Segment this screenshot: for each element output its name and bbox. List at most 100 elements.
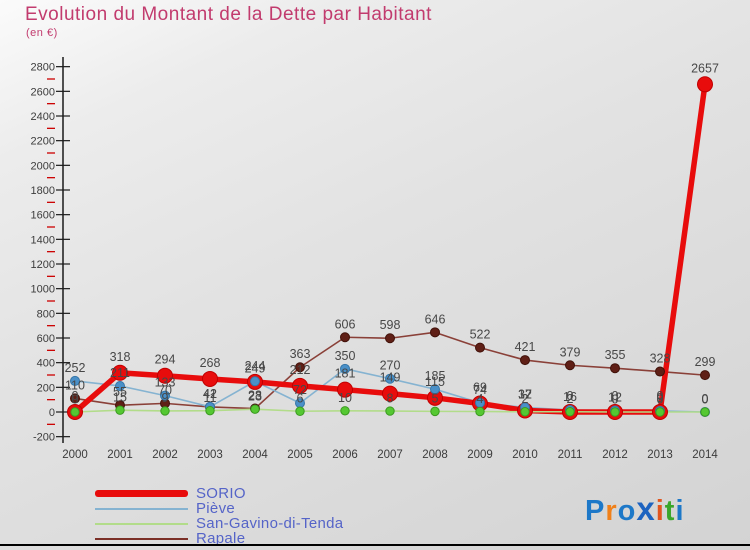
data-label: 0: [657, 389, 664, 403]
debt-line-chart: 2800260024002200200018001600140012001000…: [31, 57, 719, 461]
legend-label: Rapale: [196, 530, 246, 547]
data-point: [610, 407, 620, 417]
data-label: 421: [515, 340, 536, 354]
year-label: 2003: [197, 449, 223, 461]
data-point: [160, 390, 170, 401]
year-label: 2008: [422, 449, 448, 461]
data-point: [655, 366, 665, 377]
y-tick-label: 0: [49, 407, 55, 419]
year-label: 2013: [647, 449, 673, 461]
data-label: 268: [200, 356, 221, 370]
data-point: [295, 362, 305, 373]
data-label: 0: [567, 389, 574, 403]
data-label: 12: [518, 388, 532, 402]
data-point: [250, 404, 260, 414]
data-label: 522: [470, 328, 491, 342]
legend-item-0: SORIO: [95, 486, 343, 501]
data-label: 2: [567, 392, 574, 406]
logo-letter: t: [664, 495, 676, 527]
data-point: [700, 370, 710, 381]
data-label: 270: [380, 359, 401, 373]
year-label: 2007: [377, 449, 403, 461]
data-point: [610, 363, 620, 374]
logo-letter: i: [675, 495, 685, 527]
data-label: 294: [155, 353, 176, 367]
year-label: 2009: [467, 449, 493, 461]
data-point: [430, 406, 440, 417]
data-label: 8: [387, 391, 394, 405]
data-point: [475, 406, 485, 417]
legend-label: San-Gavino-di-Tenda: [196, 515, 344, 532]
data-point: [385, 333, 395, 344]
legend-item-2: San-Gavino-di-Tenda: [95, 516, 343, 531]
data-label: 70: [158, 383, 172, 397]
data-label: 379: [560, 345, 581, 359]
logo-letter: x: [636, 490, 656, 527]
data-label: 185: [425, 369, 446, 383]
page-bottom-border: [0, 544, 750, 546]
data-label: 28: [248, 389, 262, 403]
data-label: 4: [477, 392, 484, 406]
data-label: 363: [290, 347, 311, 361]
data-label: 252: [65, 361, 86, 375]
data-label: 0: [657, 392, 664, 406]
data-label: 328: [650, 352, 671, 366]
data-label: 212: [290, 363, 311, 377]
x-axis-labels: 2000 2001 2002 2003 2004 2005 2006 2007 2008 2009…: [62, 449, 718, 461]
data-label: 9: [162, 391, 169, 405]
year-label: 2001: [107, 449, 133, 461]
year-label: 2005: [287, 449, 313, 461]
data-point: [205, 405, 215, 416]
data-label: 16: [563, 390, 577, 404]
data-label: 299: [695, 355, 716, 369]
year-label: 2006: [332, 449, 358, 461]
year-label: 2000: [62, 449, 88, 461]
chart-legend: SORIO Piève San-Gavino-di-Tenda Rapale: [95, 486, 343, 546]
data-label: 0: [702, 392, 709, 406]
data-point: [295, 406, 305, 416]
data-label: 2: [522, 392, 529, 406]
data-label: 0: [702, 392, 709, 406]
data-point: [337, 381, 353, 398]
data-label: 355: [605, 348, 626, 362]
data-point: [160, 406, 170, 416]
data-label: 15: [113, 390, 127, 404]
y-tick-label: 400: [37, 358, 55, 370]
data-point: [340, 363, 350, 374]
data-point: [70, 393, 80, 404]
y-tick-label: 1000: [31, 284, 55, 296]
data-label: 350: [335, 349, 356, 363]
y-tick-label: 200: [37, 382, 55, 394]
y-tick-label: 2600: [31, 86, 55, 98]
page-title: Evolution du Montant de la Dette par Hab…: [25, 4, 432, 25]
data-point: [565, 360, 575, 371]
data-label: 2657: [691, 61, 719, 75]
logo-letter: P: [585, 495, 606, 527]
data-label: 41: [203, 387, 217, 401]
data-label: 42: [203, 387, 217, 401]
data-point: [115, 380, 125, 391]
year-label: 2010: [512, 449, 538, 461]
data-label: 12: [608, 391, 622, 405]
data-label: 55: [113, 385, 127, 399]
y-tick-label: 2200: [31, 136, 55, 148]
data-point: [520, 407, 530, 417]
data-point: [292, 377, 308, 394]
legend-item-1: Piève: [95, 501, 343, 516]
data-point: [565, 407, 575, 417]
data-label: 115: [425, 375, 445, 389]
data-label: 11: [204, 391, 217, 405]
data-point: [430, 384, 440, 395]
data-point: [655, 407, 665, 417]
y-tick-label: 2400: [31, 111, 55, 123]
logo-letter: r: [605, 495, 618, 527]
data-label: 10: [338, 391, 352, 405]
logo-letter: o: [617, 495, 637, 527]
data-label: 149: [380, 371, 401, 385]
data-label: 133: [155, 376, 176, 390]
data-point: [385, 373, 395, 384]
y-tick-label: 2000: [31, 160, 55, 172]
data-point: [385, 406, 395, 416]
data-point: [700, 407, 710, 417]
